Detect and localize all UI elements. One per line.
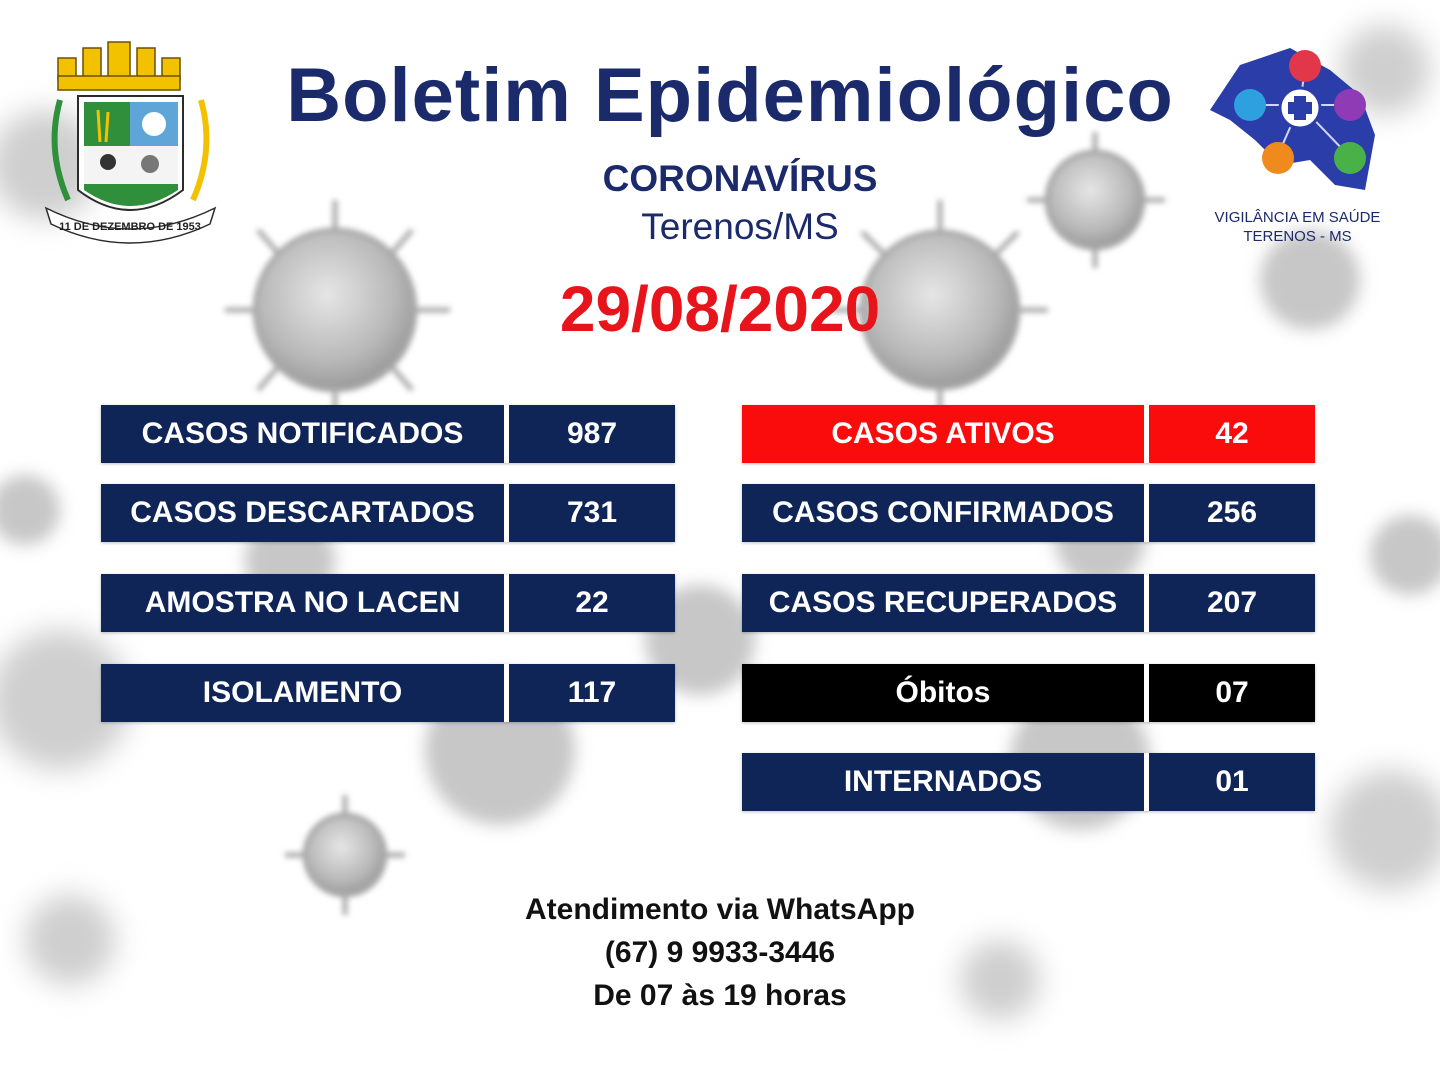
stat-divider xyxy=(504,574,509,632)
bulletin-date: 29/08/2020 xyxy=(559,273,881,345)
stat-value: 117 xyxy=(509,664,675,722)
stat-label: CASOS CONFIRMADOS xyxy=(742,484,1144,542)
stat-isolamento: ISOLAMENTO 117 xyxy=(101,664,675,722)
stat-label: AMOSTRA NO LACEN xyxy=(101,574,504,632)
page-title: Boletim Epidemiológico xyxy=(286,53,1174,138)
footer-whatsapp-label: Atendimento via WhatsApp xyxy=(524,893,915,926)
stat-label: Óbitos xyxy=(742,664,1144,722)
crest-banner-text: 11 DE DEZEMBRO DE 1953 xyxy=(59,221,201,233)
footer-phone: (67) 9 9933-3446 xyxy=(604,936,836,969)
stat-value: 22 xyxy=(509,574,675,632)
footer-hours: De 07 às 19 horas xyxy=(593,979,847,1012)
contact-footer: Atendimento via WhatsApp (67) 9 9933-344… xyxy=(420,888,1020,1017)
location: Terenos/MS xyxy=(641,206,839,247)
stat-casos-notificados: CASOS NOTIFICADOS 987 xyxy=(101,405,675,463)
stat-internados: INTERNADOS 01 xyxy=(742,753,1315,811)
stat-obitos: Óbitos 07 xyxy=(742,664,1315,722)
stat-value: 42 xyxy=(1149,405,1315,463)
stat-casos-confirmados: CASOS CONFIRMADOS 256 xyxy=(742,484,1315,542)
vigilancia-map-logo xyxy=(1210,48,1375,190)
stat-casos-recuperados: CASOS RECUPERADOS 207 xyxy=(742,574,1315,632)
stat-label: CASOS RECUPERADOS xyxy=(742,574,1144,632)
stat-divider xyxy=(1144,664,1149,722)
stat-amostra-no-lacen: AMOSTRA NO LACEN 22 xyxy=(101,574,675,632)
stat-divider xyxy=(504,484,509,542)
stat-divider xyxy=(1144,405,1149,463)
stat-value: 207 xyxy=(1149,574,1315,632)
stat-divider xyxy=(1144,574,1149,632)
stat-divider xyxy=(504,405,509,463)
stat-casos-descartados: CASOS DESCARTADOS 731 xyxy=(101,484,675,542)
stat-label: INTERNADOS xyxy=(742,753,1144,811)
stat-label: CASOS DESCARTADOS xyxy=(101,484,504,542)
stat-value: 256 xyxy=(1149,484,1315,542)
vigilancia-line2: TERENOS - MS xyxy=(1243,228,1352,245)
stat-value: 987 xyxy=(509,405,675,463)
stat-value: 731 xyxy=(509,484,675,542)
stat-label: CASOS ATIVOS xyxy=(742,405,1144,463)
subtitle: CORONAVÍRUS xyxy=(602,158,878,199)
stat-casos-ativos: CASOS ATIVOS 42 xyxy=(742,405,1315,463)
vigilancia-caption: VIGILÂNCIA EM SAÚDE TERENOS - MS xyxy=(1185,208,1410,246)
stat-divider xyxy=(504,664,509,722)
stat-value: 01 xyxy=(1149,753,1315,811)
stat-divider xyxy=(1144,753,1149,811)
stat-divider xyxy=(1144,484,1149,542)
stat-value: 07 xyxy=(1149,664,1315,722)
stat-label: CASOS NOTIFICADOS xyxy=(101,405,504,463)
vigilancia-line1: VIGILÂNCIA EM SAÚDE xyxy=(1214,209,1381,226)
municipal-crest-logo: 11 DE DEZEMBRO DE 1953 xyxy=(44,41,217,244)
stat-label: ISOLAMENTO xyxy=(101,664,504,722)
